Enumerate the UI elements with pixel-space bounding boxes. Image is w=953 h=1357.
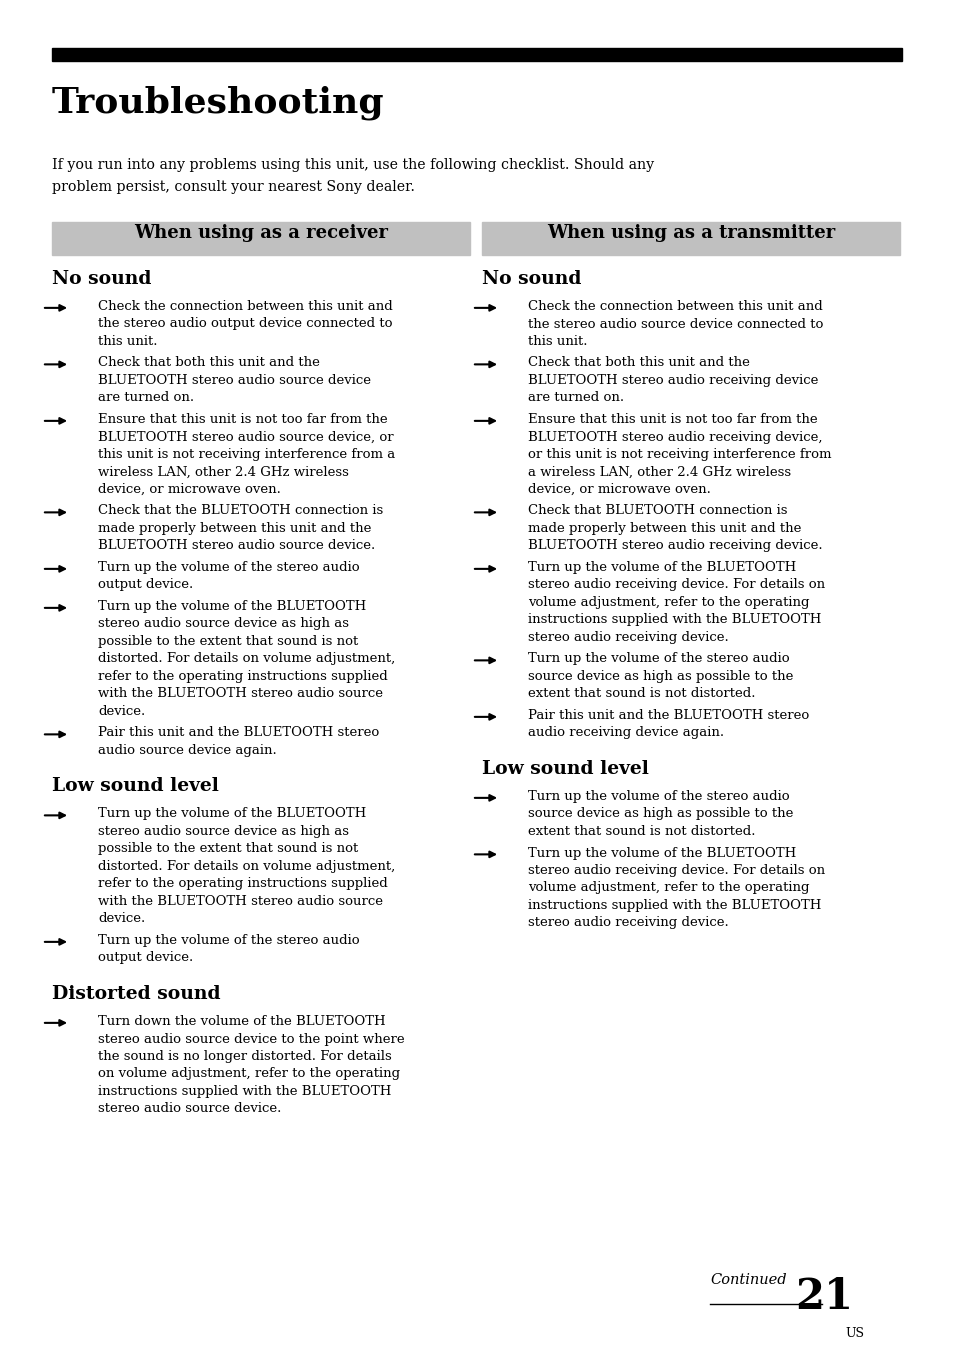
Text: extent that sound is not distorted.: extent that sound is not distorted. bbox=[527, 825, 755, 839]
Text: 21: 21 bbox=[794, 1276, 852, 1318]
Text: stereo audio receiving device.: stereo audio receiving device. bbox=[527, 631, 728, 645]
Text: the stereo audio source device connected to: the stereo audio source device connected… bbox=[527, 318, 822, 331]
Text: extent that sound is not distorted.: extent that sound is not distorted. bbox=[527, 688, 755, 700]
Text: No sound: No sound bbox=[52, 270, 152, 288]
Text: instructions supplied with the BLUETOOTH: instructions supplied with the BLUETOOTH bbox=[98, 1086, 391, 1098]
Text: possible to the extent that sound is not: possible to the extent that sound is not bbox=[98, 635, 358, 649]
Text: Ensure that this unit is not too far from the: Ensure that this unit is not too far fro… bbox=[527, 413, 817, 426]
Text: BLUETOOTH stereo audio receiving device: BLUETOOTH stereo audio receiving device bbox=[527, 375, 818, 387]
Text: Turn up the volume of the BLUETOOTH: Turn up the volume of the BLUETOOTH bbox=[527, 560, 796, 574]
Text: Pair this unit and the BLUETOOTH stereo: Pair this unit and the BLUETOOTH stereo bbox=[527, 708, 808, 722]
Text: instructions supplied with the BLUETOOTH: instructions supplied with the BLUETOOTH bbox=[527, 613, 821, 627]
Text: refer to the operating instructions supplied: refer to the operating instructions supp… bbox=[98, 670, 387, 683]
Text: output device.: output device. bbox=[98, 951, 193, 965]
Text: wireless LAN, other 2.4 GHz wireless: wireless LAN, other 2.4 GHz wireless bbox=[98, 465, 349, 479]
Text: stereo audio source device to the point where: stereo audio source device to the point … bbox=[98, 1033, 404, 1045]
Text: Check that both this unit and the: Check that both this unit and the bbox=[527, 357, 749, 369]
Text: or this unit is not receiving interference from: or this unit is not receiving interferen… bbox=[527, 448, 831, 461]
Text: Check the connection between this unit and: Check the connection between this unit a… bbox=[527, 300, 821, 313]
Text: are turned on.: are turned on. bbox=[98, 392, 193, 404]
Text: When using as a transmitter: When using as a transmitter bbox=[546, 224, 834, 242]
Text: Pair this unit and the BLUETOOTH stereo: Pair this unit and the BLUETOOTH stereo bbox=[98, 726, 379, 740]
Text: BLUETOOTH stereo audio source device: BLUETOOTH stereo audio source device bbox=[98, 375, 371, 387]
Text: Low sound level: Low sound level bbox=[52, 778, 218, 795]
Text: Turn up the volume of the stereo audio: Turn up the volume of the stereo audio bbox=[527, 790, 789, 803]
Text: stereo audio source device as high as: stereo audio source device as high as bbox=[98, 825, 349, 839]
Text: Check that both this unit and the: Check that both this unit and the bbox=[98, 357, 319, 369]
Text: If you run into any problems using this unit, use the following checklist. Shoul: If you run into any problems using this … bbox=[52, 157, 654, 172]
Text: output device.: output device. bbox=[98, 578, 193, 592]
Bar bbox=[481, 223, 899, 255]
Text: Distorted sound: Distorted sound bbox=[52, 985, 220, 1003]
Text: BLUETOOTH stereo audio receiving device,: BLUETOOTH stereo audio receiving device, bbox=[527, 430, 821, 444]
Text: audio receiving device again.: audio receiving device again. bbox=[527, 726, 723, 740]
Text: stereo audio source device.: stereo audio source device. bbox=[98, 1102, 281, 1115]
Text: Turn up the volume of the BLUETOOTH: Turn up the volume of the BLUETOOTH bbox=[527, 847, 796, 859]
Text: this unit is not receiving interference from a: this unit is not receiving interference … bbox=[98, 448, 395, 461]
Text: the sound is no longer distorted. For details: the sound is no longer distorted. For de… bbox=[98, 1050, 392, 1063]
Text: audio source device again.: audio source device again. bbox=[98, 744, 276, 757]
Text: this unit.: this unit. bbox=[527, 335, 587, 347]
Text: Turn up the volume of the stereo audio: Turn up the volume of the stereo audio bbox=[98, 934, 359, 947]
Text: Ensure that this unit is not too far from the: Ensure that this unit is not too far fro… bbox=[98, 413, 387, 426]
Text: Check that the BLUETOOTH connection is: Check that the BLUETOOTH connection is bbox=[98, 505, 383, 517]
Text: stereo audio receiving device.: stereo audio receiving device. bbox=[527, 916, 728, 930]
Text: Troubleshooting: Troubleshooting bbox=[52, 85, 384, 119]
Text: the stereo audio output device connected to: the stereo audio output device connected… bbox=[98, 318, 392, 331]
Text: this unit.: this unit. bbox=[98, 335, 157, 347]
Text: Turn up the volume of the stereo audio: Turn up the volume of the stereo audio bbox=[98, 560, 359, 574]
Text: volume adjustment, refer to the operating: volume adjustment, refer to the operatin… bbox=[527, 596, 809, 609]
Text: Low sound level: Low sound level bbox=[481, 760, 648, 778]
Text: instructions supplied with the BLUETOOTH: instructions supplied with the BLUETOOTH bbox=[527, 898, 821, 912]
Text: stereo audio receiving device. For details on: stereo audio receiving device. For detai… bbox=[527, 578, 824, 592]
Text: Check that BLUETOOTH connection is: Check that BLUETOOTH connection is bbox=[527, 505, 786, 517]
Text: Turn up the volume of the BLUETOOTH: Turn up the volume of the BLUETOOTH bbox=[98, 600, 366, 613]
Text: BLUETOOTH stereo audio source device.: BLUETOOTH stereo audio source device. bbox=[98, 540, 375, 552]
Text: device.: device. bbox=[98, 912, 145, 925]
Text: BLUETOOTH stereo audio source device, or: BLUETOOTH stereo audio source device, or bbox=[98, 430, 394, 444]
Text: Check the connection between this unit and: Check the connection between this unit a… bbox=[98, 300, 393, 313]
Text: device, or microwave oven.: device, or microwave oven. bbox=[98, 483, 280, 497]
Text: BLUETOOTH stereo audio receiving device.: BLUETOOTH stereo audio receiving device. bbox=[527, 540, 821, 552]
Text: on volume adjustment, refer to the operating: on volume adjustment, refer to the opera… bbox=[98, 1068, 399, 1080]
Text: Turn up the volume of the stereo audio: Turn up the volume of the stereo audio bbox=[527, 653, 789, 665]
Text: made properly between this unit and the: made properly between this unit and the bbox=[98, 522, 371, 535]
Text: are turned on.: are turned on. bbox=[527, 392, 623, 404]
Text: Turn down the volume of the BLUETOOTH: Turn down the volume of the BLUETOOTH bbox=[98, 1015, 385, 1029]
Text: device.: device. bbox=[98, 706, 145, 718]
Text: stereo audio receiving device. For details on: stereo audio receiving device. For detai… bbox=[527, 864, 824, 877]
Text: Continued: Continued bbox=[709, 1273, 786, 1286]
Text: Turn up the volume of the BLUETOOTH: Turn up the volume of the BLUETOOTH bbox=[98, 807, 366, 821]
Text: source device as high as possible to the: source device as high as possible to the bbox=[527, 807, 793, 821]
Text: device, or microwave oven.: device, or microwave oven. bbox=[527, 483, 710, 497]
Text: No sound: No sound bbox=[481, 270, 581, 288]
Text: made properly between this unit and the: made properly between this unit and the bbox=[527, 522, 801, 535]
Text: stereo audio source device as high as: stereo audio source device as high as bbox=[98, 617, 349, 631]
Text: a wireless LAN, other 2.4 GHz wireless: a wireless LAN, other 2.4 GHz wireless bbox=[527, 465, 790, 479]
Text: with the BLUETOOTH stereo audio source: with the BLUETOOTH stereo audio source bbox=[98, 896, 382, 908]
Text: possible to the extent that sound is not: possible to the extent that sound is not bbox=[98, 843, 358, 855]
Text: US: US bbox=[844, 1327, 863, 1339]
Bar bbox=[52, 223, 470, 255]
Text: source device as high as possible to the: source device as high as possible to the bbox=[527, 670, 793, 683]
Text: distorted. For details on volume adjustment,: distorted. For details on volume adjustm… bbox=[98, 653, 395, 665]
Text: problem persist, consult your nearest Sony dealer.: problem persist, consult your nearest So… bbox=[52, 180, 415, 194]
Text: distorted. For details on volume adjustment,: distorted. For details on volume adjustm… bbox=[98, 860, 395, 873]
Text: When using as a receiver: When using as a receiver bbox=[133, 224, 388, 242]
Text: with the BLUETOOTH stereo audio source: with the BLUETOOTH stereo audio source bbox=[98, 688, 382, 700]
Text: refer to the operating instructions supplied: refer to the operating instructions supp… bbox=[98, 878, 387, 890]
Bar bbox=[52, 47, 901, 61]
Text: volume adjustment, refer to the operating: volume adjustment, refer to the operatin… bbox=[527, 882, 809, 894]
